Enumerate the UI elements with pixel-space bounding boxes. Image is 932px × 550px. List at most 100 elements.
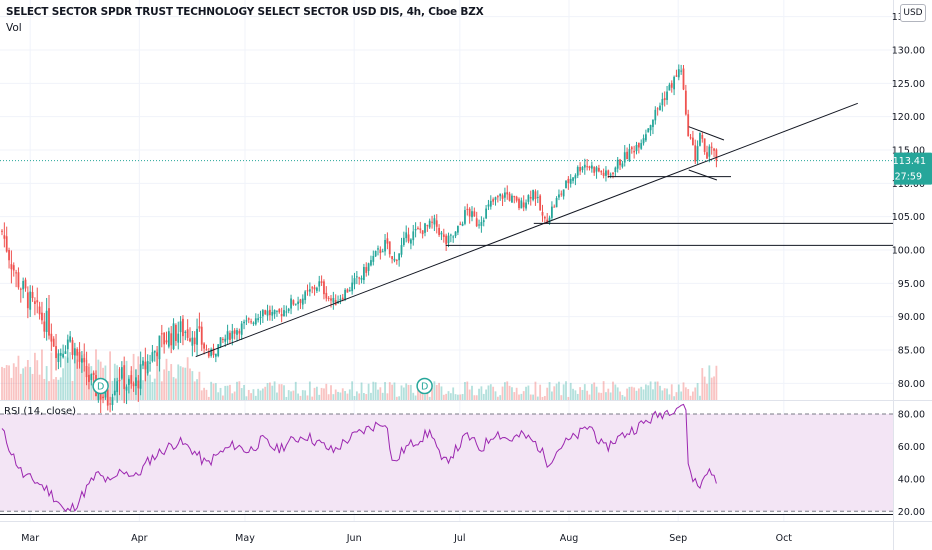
- candle: [149, 354, 151, 372]
- candle: [445, 233, 448, 251]
- candle: [10, 250, 13, 284]
- price-axis[interactable]: 135.00130.00125.00120.00115.00110.00105.…: [892, 12, 932, 518]
- candle: [654, 106, 657, 125]
- candle: [163, 331, 166, 354]
- candle-body: [428, 220, 431, 228]
- candle: [694, 139, 697, 165]
- volume-bar: [626, 388, 628, 400]
- candle-body: [29, 291, 32, 310]
- volume-bar: [261, 388, 264, 400]
- dividend-marker[interactable]: D: [92, 377, 109, 395]
- volume-bar: [628, 386, 631, 400]
- volume-bar: [186, 357, 189, 400]
- candle-body: [433, 218, 436, 225]
- candle: [360, 275, 363, 284]
- candle: [637, 142, 640, 154]
- time-tick-label: May: [235, 533, 255, 544]
- time-tick-label: Oct: [776, 533, 793, 544]
- volume-bar: [586, 390, 589, 400]
- candle: [475, 211, 478, 228]
- volume-bar: [191, 371, 194, 400]
- candle: [590, 161, 593, 173]
- candle: [511, 193, 513, 203]
- candle-body: [619, 159, 621, 166]
- symbol-title[interactable]: SELECT SECTOR SPDR TRUST TECHNOLOGY SELE…: [6, 6, 484, 18]
- time-tick-label: Jul: [453, 533, 465, 544]
- candle-body: [203, 343, 205, 349]
- volume-bar: [407, 384, 410, 400]
- volume-bar: [466, 381, 469, 400]
- candle-body: [257, 318, 260, 321]
- candle: [588, 165, 591, 171]
- volume-bar: [642, 389, 645, 400]
- volume-bar: [567, 396, 570, 400]
- volume-bar: [358, 393, 361, 400]
- volume-indicator-label[interactable]: Vol: [6, 22, 22, 34]
- rsi-indicator-label[interactable]: RSI (14, close): [4, 406, 77, 417]
- candle-body: [468, 208, 471, 217]
- candle-body: [485, 208, 487, 219]
- candle-body: [576, 166, 579, 176]
- candle-body: [494, 197, 497, 200]
- candle-body: [583, 164, 586, 168]
- candle: [365, 262, 368, 277]
- volume-bar: [630, 386, 633, 400]
- candle-body: [38, 306, 41, 315]
- volume-bar: [259, 390, 262, 400]
- candle-body: [377, 248, 379, 250]
- candle-body: [212, 348, 215, 356]
- drawing-lines[interactable]: [0, 102, 893, 358]
- candle: [55, 333, 57, 371]
- volume-bar: [348, 389, 351, 400]
- candle: [645, 129, 647, 143]
- candle: [12, 262, 15, 277]
- price-tick-label: 130.00: [892, 46, 925, 57]
- volume-bar: [22, 368, 25, 400]
- dividend-marker[interactable]: D: [416, 377, 433, 395]
- candle-body: [395, 260, 398, 262]
- candle-body: [684, 90, 687, 115]
- volume-bar: [633, 387, 636, 400]
- candle: [440, 230, 443, 241]
- candle-body: [640, 143, 643, 149]
- candle-body: [565, 180, 567, 189]
- trend-line: [688, 126, 725, 141]
- rsi-line: [1, 403, 717, 512]
- volume-bar: [17, 355, 20, 400]
- candle: [374, 250, 377, 258]
- volume-bar: [440, 386, 443, 400]
- candle: [412, 224, 415, 246]
- candle: [139, 351, 142, 396]
- candle-body: [116, 381, 119, 393]
- dividend-marker-label: D: [97, 382, 104, 393]
- currency-button[interactable]: USD: [900, 4, 926, 22]
- candle: [236, 327, 238, 342]
- volume-bar: [69, 352, 72, 400]
- volume-bar: [640, 386, 643, 400]
- candle-body: [341, 297, 344, 300]
- volume-bar: [66, 357, 69, 400]
- candle: [212, 343, 215, 358]
- candle-body: [478, 224, 480, 226]
- volume-bar: [424, 394, 426, 400]
- candle-body: [489, 200, 492, 207]
- candle-body: [219, 337, 222, 347]
- candle: [311, 285, 314, 294]
- candle: [233, 328, 236, 340]
- candles: [1, 64, 718, 414]
- candle: [485, 205, 487, 220]
- volume-bar: [5, 365, 8, 400]
- candle: [348, 286, 351, 292]
- candle: [513, 195, 516, 204]
- candle-body: [407, 234, 410, 242]
- time-axis[interactable]: Mar Apr May Jun Jul Aug Sep Oct: [21, 533, 792, 544]
- candle-body: [36, 300, 39, 303]
- candle-body: [41, 312, 43, 321]
- candle: [398, 253, 401, 267]
- candle: [160, 324, 163, 348]
- volume-bar: [581, 389, 584, 400]
- candle: [670, 80, 673, 93]
- candle-body: [297, 301, 299, 305]
